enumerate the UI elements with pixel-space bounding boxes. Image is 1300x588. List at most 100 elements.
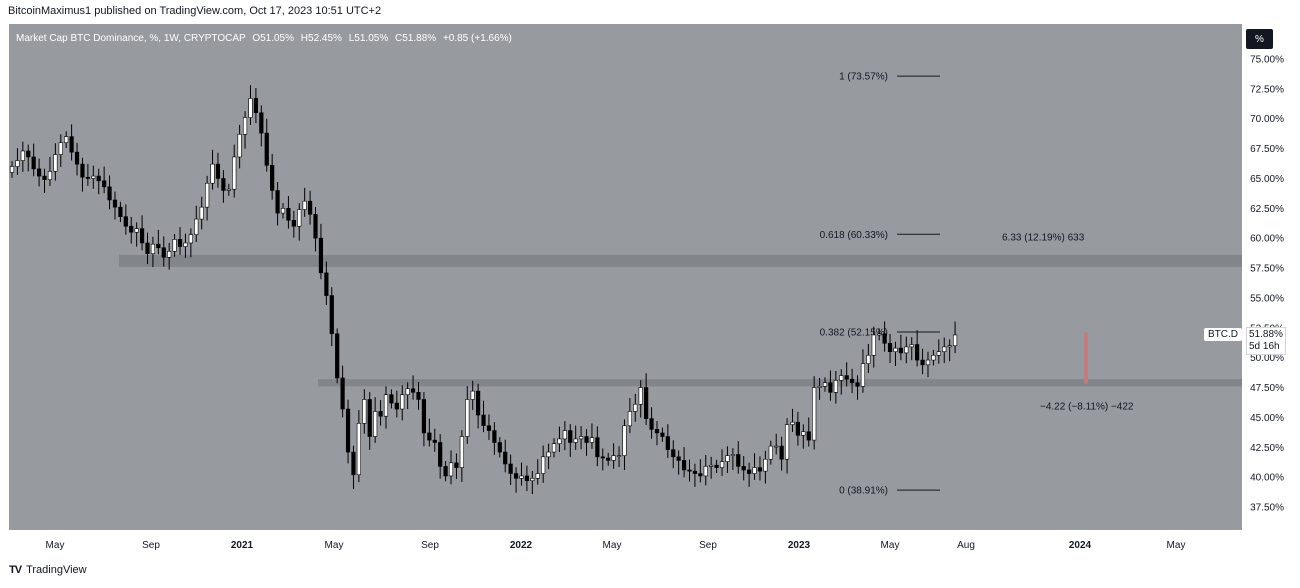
- candle: [362, 389, 367, 434]
- candle: [194, 205, 199, 242]
- candle-body-bear: [681, 460, 687, 471]
- candle-body-bear: [139, 228, 145, 244]
- candle-body-bull: [719, 461, 725, 468]
- candle-body-bull: [763, 458, 768, 472]
- candle: [188, 228, 193, 258]
- candle-body-bear: [698, 473, 703, 477]
- candle-body-bear: [367, 399, 372, 437]
- candle: [161, 236, 166, 267]
- candle: [465, 386, 470, 444]
- candle: [904, 336, 909, 364]
- candle-body-bear: [123, 216, 128, 227]
- candle: [253, 88, 259, 124]
- horizontal-zone: [318, 379, 1242, 387]
- candle-body-bear: [345, 408, 351, 453]
- candle: [606, 452, 611, 466]
- fib-level-label: 0 (38.91%): [839, 486, 888, 497]
- candle-body-bear: [313, 214, 318, 239]
- measure-down-label: −4.22 (−8.11%) −422: [1040, 402, 1134, 413]
- candle: [833, 371, 838, 404]
- candle-body-bull: [638, 387, 643, 405]
- candle-body-bear: [844, 375, 849, 380]
- candle: [709, 456, 714, 479]
- candle: [644, 373, 649, 425]
- candle-body-bull: [15, 160, 20, 167]
- candle: [432, 428, 437, 452]
- candle-body-bear: [671, 449, 676, 458]
- time-axis[interactable]: [9, 530, 1242, 556]
- candle-body-bull: [58, 142, 63, 155]
- candle: [47, 156, 53, 187]
- candle: [730, 448, 735, 470]
- footer-brand-text: TradingView: [26, 564, 87, 576]
- candle: [248, 85, 253, 125]
- candle-body-bull: [730, 454, 735, 456]
- candle-body-bull: [931, 354, 936, 361]
- candle: [476, 383, 481, 429]
- candle: [443, 461, 448, 482]
- candle-body-bull: [465, 399, 470, 437]
- candle: [486, 414, 492, 440]
- candle-body-bear: [898, 347, 903, 354]
- candle: [199, 196, 204, 230]
- candle: [237, 124, 242, 169]
- candle: [177, 227, 183, 255]
- candle-body-bull: [936, 351, 941, 356]
- price-axis[interactable]: [1242, 24, 1300, 530]
- candle: [156, 229, 161, 255]
- candle-body-bear: [324, 272, 329, 296]
- candle-body-bear: [660, 432, 665, 437]
- candle: [741, 456, 746, 481]
- candle: [42, 168, 47, 194]
- candle: [112, 191, 118, 220]
- percent-scale-button[interactable]: %: [1246, 29, 1273, 49]
- measure-up-label: 6.33 (12.19%) 633: [1002, 233, 1085, 244]
- bar-countdown: 5d 16h: [1249, 341, 1280, 352]
- candle-body-bull: [64, 136, 69, 143]
- candle: [438, 434, 443, 479]
- candle-body-bull: [383, 394, 389, 417]
- candle-body-bear: [492, 430, 497, 443]
- candle: [660, 427, 665, 442]
- candle-body-bull: [546, 451, 551, 458]
- candle: [790, 408, 795, 432]
- candle-body-bear: [42, 175, 47, 180]
- candle-body-bull: [616, 455, 622, 457]
- candle: [150, 236, 156, 268]
- candle-body-bear: [600, 456, 605, 459]
- candle: [627, 398, 632, 434]
- candle: [687, 459, 692, 482]
- candle-body-bear: [454, 462, 459, 468]
- candle: [400, 385, 405, 421]
- candle-body-bull: [893, 347, 898, 352]
- candle-body-bull: [952, 334, 958, 347]
- candle-body-bear: [102, 180, 107, 188]
- candle: [822, 377, 828, 392]
- candle: [551, 438, 557, 458]
- legend-close-label: C: [395, 33, 403, 44]
- candle-body-bull: [194, 218, 199, 235]
- footer-branding[interactable]: TV TradingView: [9, 564, 87, 576]
- candle: [546, 443, 551, 470]
- candle: [378, 400, 383, 426]
- candle-body-bear: [503, 451, 508, 465]
- candle-body-bull: [470, 390, 475, 400]
- candle: [763, 450, 768, 484]
- candle: [747, 462, 752, 487]
- candle-body-bear: [318, 237, 324, 274]
- candle-body-bear: [96, 175, 101, 182]
- candle: [844, 362, 849, 387]
- candle: [947, 339, 952, 362]
- candle: [427, 418, 432, 447]
- candle: [259, 105, 264, 147]
- candle: [801, 424, 806, 449]
- candle-body-bull: [925, 359, 931, 366]
- candle: [96, 168, 101, 195]
- last-price-value: 51.88%: [1249, 329, 1283, 340]
- candle: [36, 158, 42, 187]
- candle-body-bear: [31, 156, 36, 170]
- candle-body-bull: [622, 425, 627, 456]
- candle: [524, 465, 529, 492]
- candle-body-bear: [887, 343, 893, 352]
